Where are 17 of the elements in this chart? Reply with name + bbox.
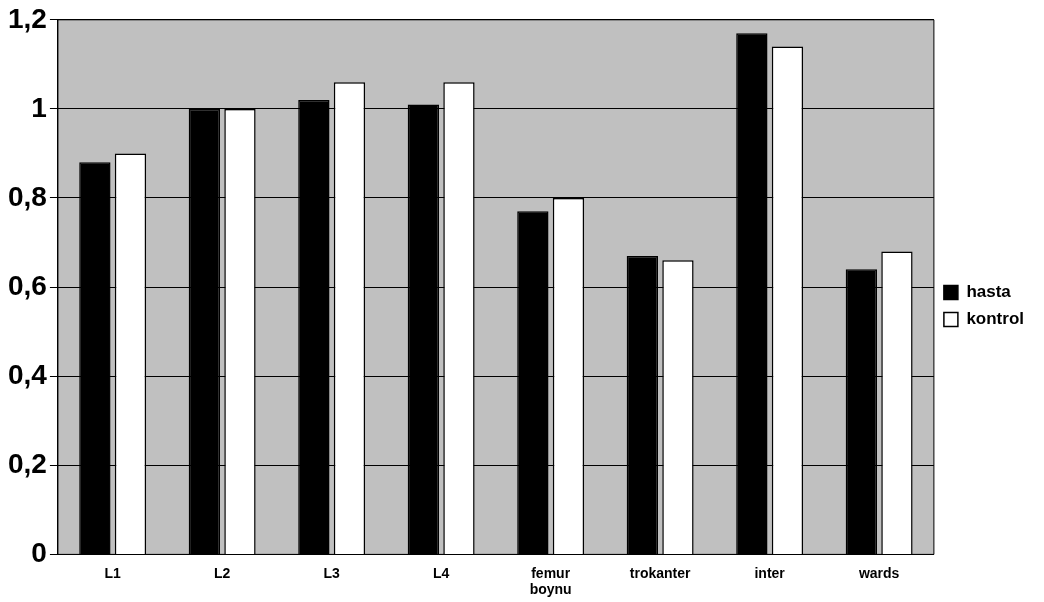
y-tick-label: 1: [31, 91, 47, 123]
y-tick-label: 0,6: [7, 269, 47, 301]
x-tick-label: L4: [432, 564, 450, 581]
legend-label: hasta: [966, 282, 1012, 302]
x-tick-label: trokanter: [629, 564, 692, 581]
x-tick-label: inter: [754, 564, 786, 581]
x-tick-label: L3: [323, 564, 341, 581]
y-tick-label: 0: [31, 537, 47, 569]
y-tick-label: 0,4: [7, 358, 48, 390]
legend-label: kontrol: [966, 309, 1024, 329]
y-tick-label: 0,8: [7, 180, 47, 212]
x-tick-label: wards: [857, 564, 900, 581]
x-tick-label: L2: [214, 564, 231, 581]
y-tick-label: 1,2: [7, 2, 47, 34]
y-tick-label: 0,2: [7, 448, 47, 480]
x-tick-label: L1: [104, 564, 122, 581]
x-tick-label: femur boynu: [529, 564, 572, 598]
